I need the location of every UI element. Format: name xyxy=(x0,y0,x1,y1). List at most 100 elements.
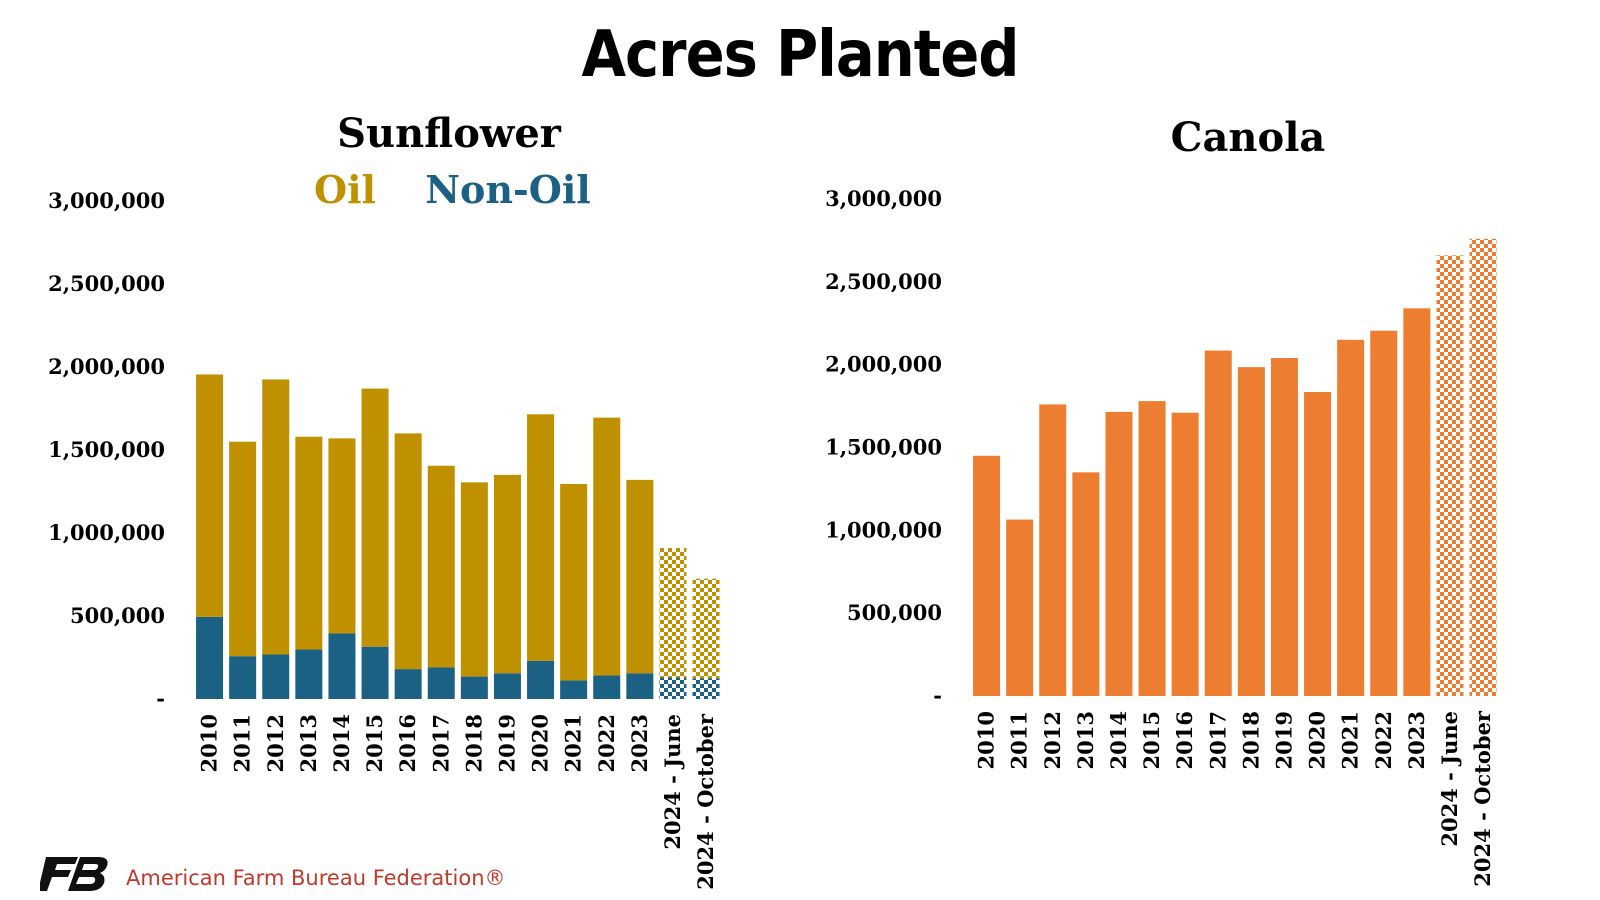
y-tick-label: 3,000,000 xyxy=(48,188,165,213)
bar xyxy=(692,578,720,679)
x-tick-label: 2016 xyxy=(1172,711,1197,769)
bar xyxy=(1006,519,1034,696)
bar xyxy=(1039,404,1067,696)
x-tick-label: 2022 xyxy=(1371,711,1396,769)
y-tick-label: - xyxy=(156,686,165,711)
bar xyxy=(593,675,621,699)
bar xyxy=(692,678,720,699)
x-tick-label: 2024 - June xyxy=(1437,711,1462,847)
x-tick-label: 2024 - June xyxy=(660,714,685,850)
x-tick-label: 2019 xyxy=(494,714,519,772)
x-tick-label: 2011 xyxy=(1007,711,1032,769)
bar xyxy=(1270,358,1298,696)
bar xyxy=(196,374,224,617)
x-tick-label: 2015 xyxy=(1139,711,1164,769)
x-tick-label: 2020 xyxy=(1305,711,1330,769)
y-tick-label: 500,000 xyxy=(70,603,165,628)
y-tick-label: 1,500,000 xyxy=(48,437,165,462)
page-title: Acres Planted xyxy=(581,18,1019,92)
bar xyxy=(262,379,290,655)
x-tick-label: 2017 xyxy=(428,714,453,772)
x-tick-label: 2012 xyxy=(263,714,288,772)
bar xyxy=(1304,392,1332,696)
bar xyxy=(493,474,521,674)
y-tick-label: 3,000,000 xyxy=(825,186,942,211)
bar xyxy=(361,646,389,699)
y-tick-label: 2,500,000 xyxy=(48,271,165,296)
x-tick-label: 2022 xyxy=(594,714,619,772)
bar xyxy=(427,667,455,699)
x-tick-label: 2024 - October xyxy=(1470,710,1495,887)
footer-org-name: American Farm Bureau Federation® xyxy=(126,866,506,890)
bar xyxy=(1105,411,1133,696)
y-tick-label: 1,000,000 xyxy=(825,517,942,542)
bar xyxy=(493,673,521,699)
bar xyxy=(1072,472,1100,696)
bar xyxy=(361,388,389,647)
x-tick-label: 2018 xyxy=(1238,711,1263,769)
bar xyxy=(659,547,687,678)
bar xyxy=(1469,238,1497,696)
bar xyxy=(262,654,290,699)
bar xyxy=(527,660,555,699)
bar xyxy=(560,680,588,699)
y-tick-label: 500,000 xyxy=(847,600,942,625)
bar xyxy=(1403,308,1431,696)
chart-title: Sunflower xyxy=(337,110,562,157)
bar xyxy=(560,484,588,681)
bar xyxy=(460,676,488,699)
bar xyxy=(626,479,654,674)
bar xyxy=(229,441,257,657)
x-tick-label: 2012 xyxy=(1040,711,1065,769)
x-tick-label: 2010 xyxy=(974,711,999,769)
y-tick-label: 2,500,000 xyxy=(825,269,942,294)
x-tick-label: 2017 xyxy=(1205,711,1230,769)
bar xyxy=(1370,330,1398,696)
x-tick-label: 2019 xyxy=(1271,711,1296,769)
x-tick-label: 2023 xyxy=(1404,711,1429,769)
x-tick-label: 2018 xyxy=(461,714,486,772)
x-tick-label: 2023 xyxy=(627,714,652,772)
x-tick-label: 2010 xyxy=(197,714,222,772)
bar xyxy=(659,677,687,699)
bar xyxy=(1204,350,1232,696)
bar xyxy=(328,438,356,634)
y-tick-label: - xyxy=(933,683,942,708)
x-tick-label: 2013 xyxy=(296,714,321,772)
bar xyxy=(295,436,323,650)
y-tick-label: 1,000,000 xyxy=(48,520,165,545)
sunflower-chart: Sunflower Oil Non-Oil - 500,000 1,000,000 1,50… xyxy=(48,110,720,890)
x-tick-label: 2021 xyxy=(1338,711,1363,769)
legend-label: Non-Oil xyxy=(425,167,590,212)
chart-title: Canola xyxy=(1171,114,1326,161)
y-tick-label: 2,000,000 xyxy=(825,352,942,377)
y-tick-label: 2,000,000 xyxy=(48,354,165,379)
x-tick-label: 2020 xyxy=(528,714,553,772)
x-tick-label: 2013 xyxy=(1073,711,1098,769)
bar xyxy=(295,649,323,699)
bar xyxy=(593,417,621,676)
legend-label: Oil xyxy=(314,167,376,212)
bar xyxy=(1138,401,1166,696)
bar xyxy=(394,433,422,670)
bar xyxy=(229,656,257,699)
x-tick-label: 2024 - October xyxy=(693,713,718,890)
bar xyxy=(196,616,224,699)
canola-chart: Canola - 500,000 1,000,000 1,500,000 2,000,00… xyxy=(825,114,1497,887)
bar xyxy=(527,414,555,661)
x-tick-label: 2011 xyxy=(230,714,255,772)
bar xyxy=(394,669,422,699)
bar xyxy=(328,633,356,699)
x-tick-label: 2014 xyxy=(1106,711,1131,769)
bar xyxy=(1171,412,1199,696)
bar xyxy=(427,465,455,668)
x-tick-label: 2016 xyxy=(395,714,420,772)
x-tick-label: 2021 xyxy=(561,714,586,772)
bar xyxy=(460,482,488,677)
bar xyxy=(1237,367,1265,696)
bar xyxy=(973,455,1001,696)
farm-bureau-logo-icon xyxy=(40,857,108,891)
x-tick-label: 2015 xyxy=(362,714,387,772)
x-tick-label: 2014 xyxy=(329,714,354,772)
